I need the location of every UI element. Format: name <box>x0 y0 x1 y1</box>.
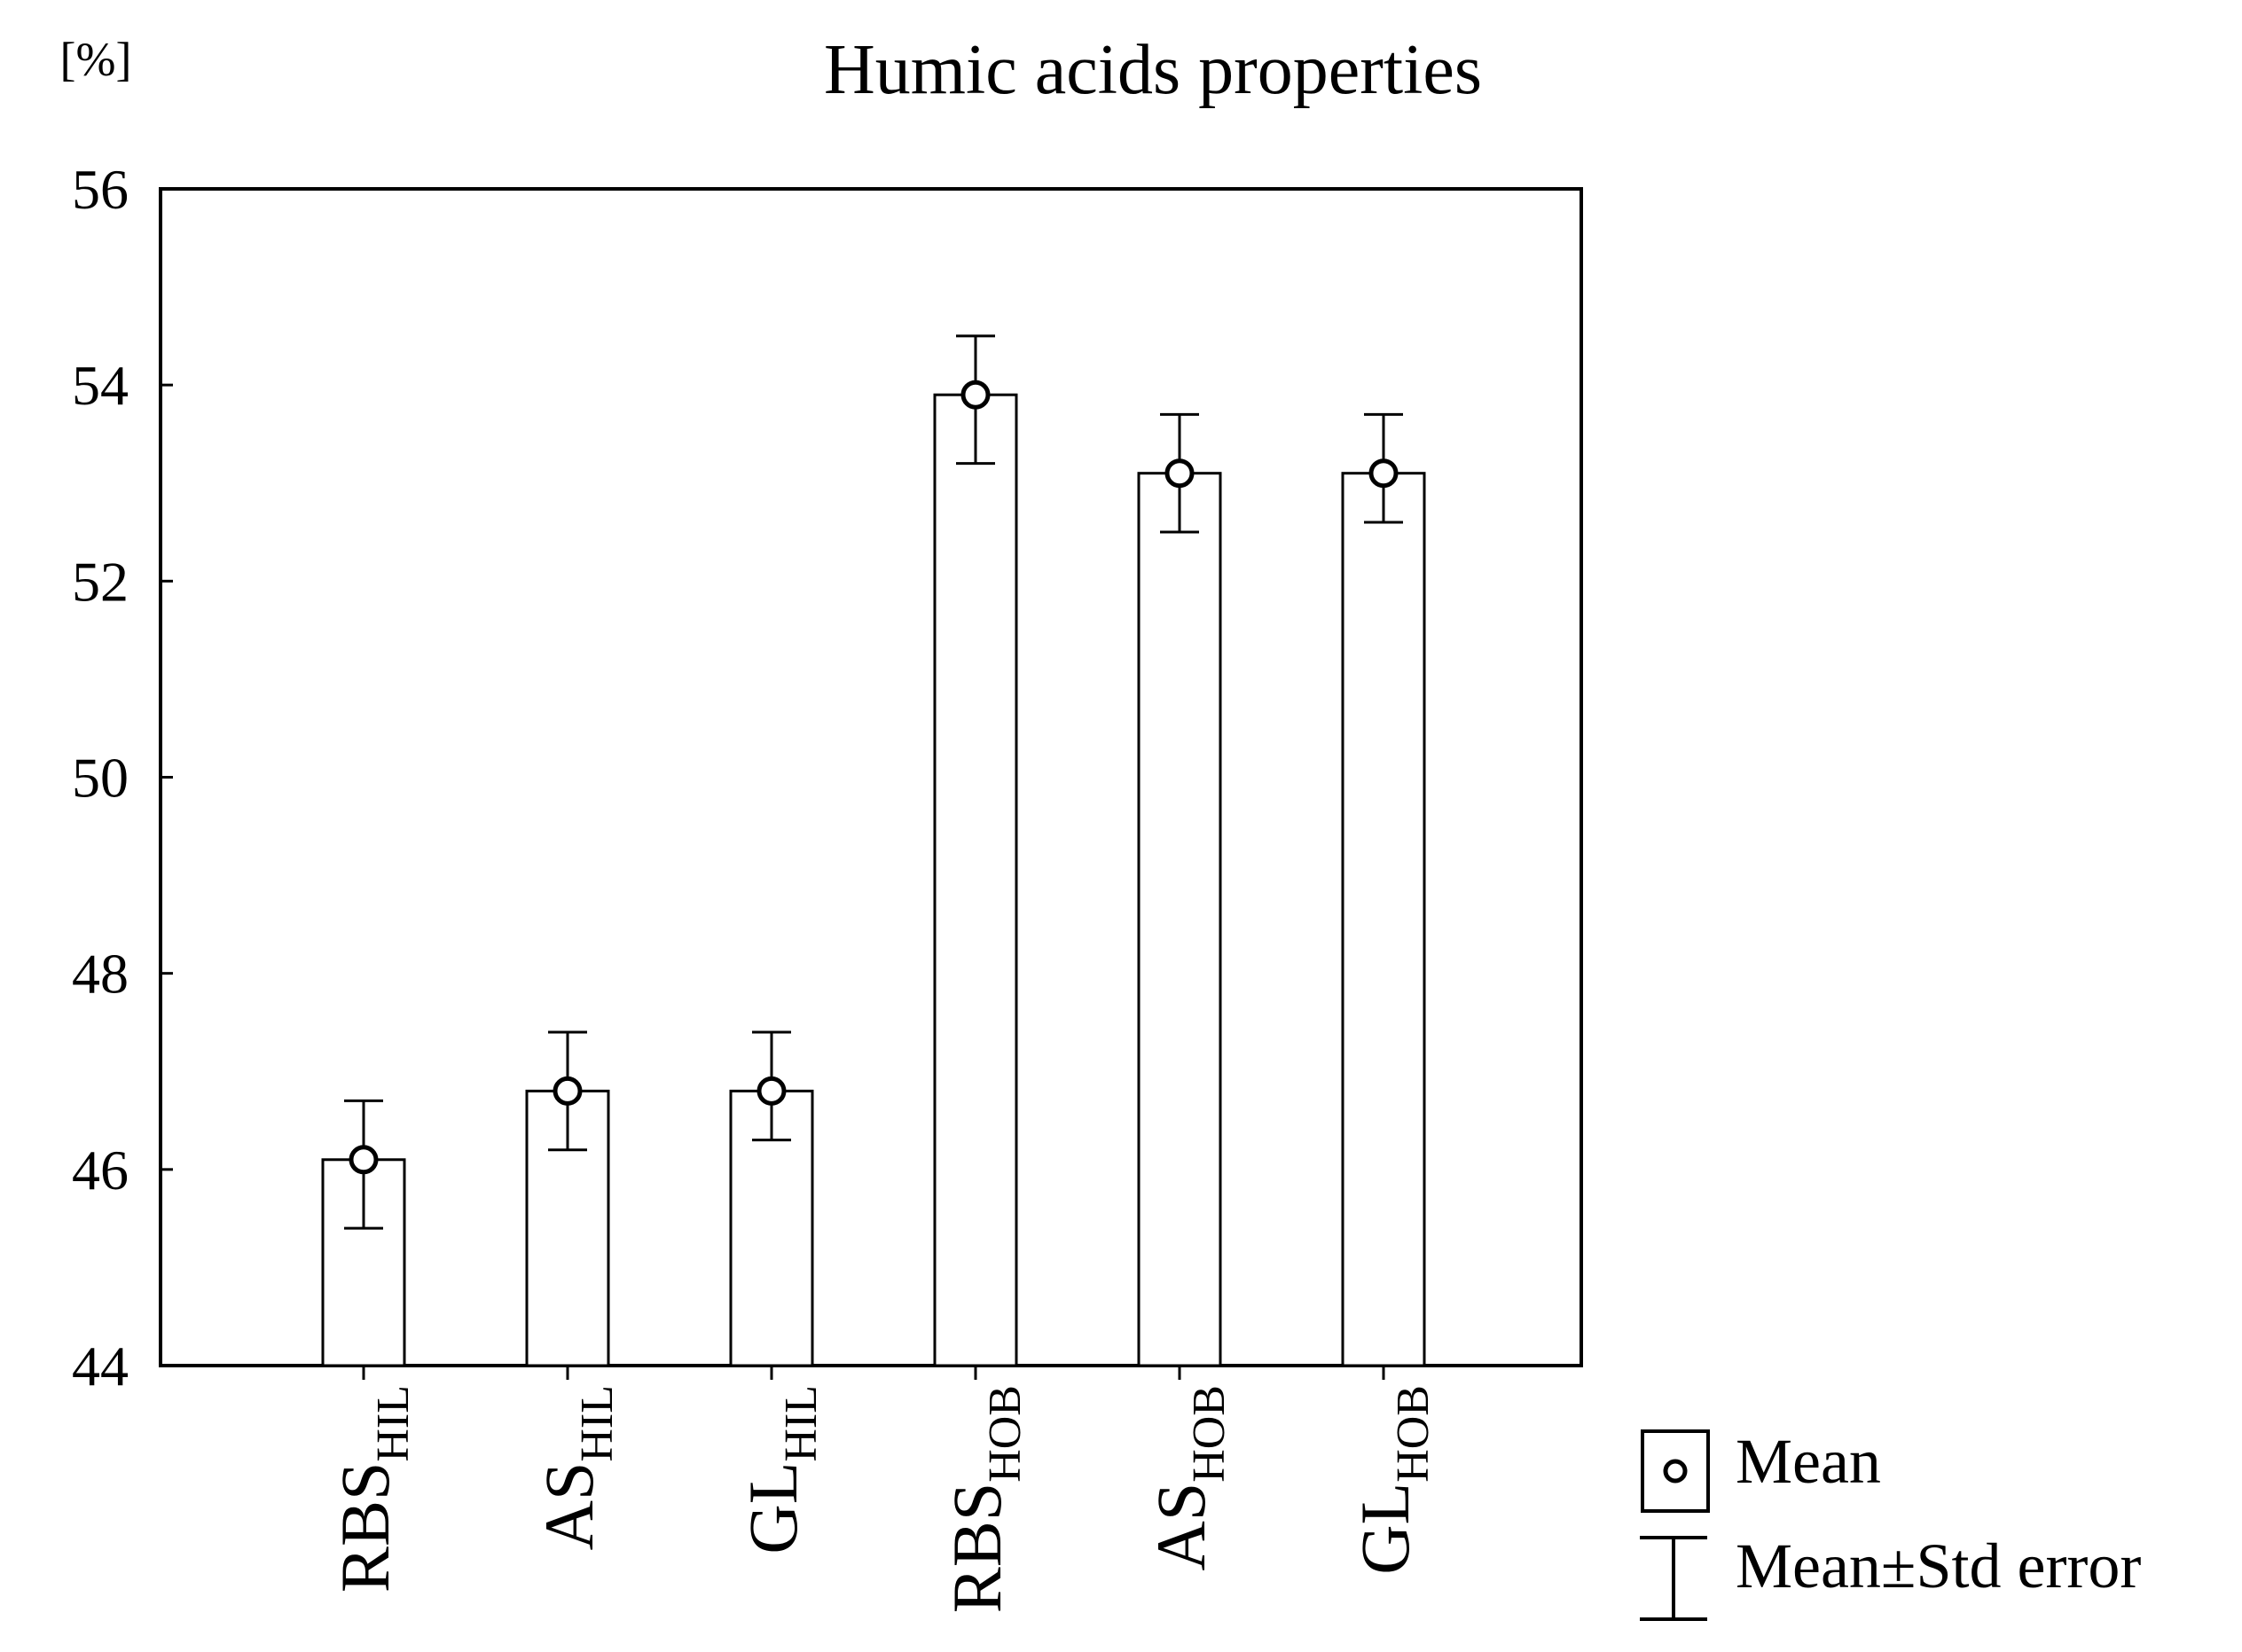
y-tick-label: 54 <box>72 354 129 417</box>
bar <box>1341 472 1426 1367</box>
x-tick-label: ASHIL <box>530 1385 623 1550</box>
x-tick-label-base: RBS <box>326 1462 404 1593</box>
x-tick-label-base: GL <box>734 1462 811 1554</box>
bar <box>1137 472 1222 1367</box>
mean-marker <box>349 1145 379 1175</box>
x-tick-label-subscript: HIL <box>776 1385 827 1462</box>
x-tick-label: GLHIL <box>734 1385 827 1554</box>
y-tick-label: 50 <box>72 747 129 810</box>
bars-group <box>321 334 1426 1367</box>
y-tick-label: 52 <box>72 550 129 613</box>
y-axis-unit-label: [%] <box>60 33 132 86</box>
legend-mean-box <box>1641 1429 1710 1513</box>
mean-marker <box>1164 458 1195 489</box>
y-axis: 44 46 48 50 52 54 56 <box>72 158 173 1398</box>
y-tick-label: 46 <box>72 1139 129 1202</box>
chart-title: Humic acids properties <box>824 31 1482 109</box>
x-tick-label-base: GL <box>1346 1483 1423 1575</box>
y-tick-label: 44 <box>72 1335 129 1398</box>
x-tick-label-subscript: HOB <box>1184 1385 1235 1483</box>
mean-marker <box>553 1076 583 1106</box>
x-tick-label-subscript: HIL <box>572 1385 623 1462</box>
bar <box>933 393 1018 1367</box>
legend-mean-marker <box>1663 1459 1688 1484</box>
x-tick-label: ASHOB <box>1142 1385 1235 1571</box>
mean-marker <box>960 380 991 410</box>
legend: Mean Mean±Std error <box>1640 1426 2141 1621</box>
x-tick-label-base: AS <box>530 1462 608 1551</box>
x-tick-label-subscript: HOB <box>980 1385 1031 1483</box>
x-tick-label-subscript: HOB <box>1388 1385 1438 1483</box>
x-tick-label-base: RBS <box>938 1483 1015 1613</box>
y-tick-label: 48 <box>72 943 129 1006</box>
y-tick-label: 56 <box>72 158 129 221</box>
x-tick-label: GLHOB <box>1346 1385 1438 1575</box>
legend-error-label: Mean±Std error <box>1736 1531 2141 1601</box>
x-tick-label-base: AS <box>1142 1483 1219 1571</box>
mean-marker <box>1368 458 1399 489</box>
mean-marker <box>756 1076 787 1106</box>
x-tick-label: RBSHIL <box>326 1385 419 1593</box>
legend-mean-label: Mean <box>1736 1426 1881 1497</box>
x-tick-label: RBSHOB <box>938 1385 1031 1613</box>
x-tick-label-subscript: HIL <box>368 1385 419 1462</box>
